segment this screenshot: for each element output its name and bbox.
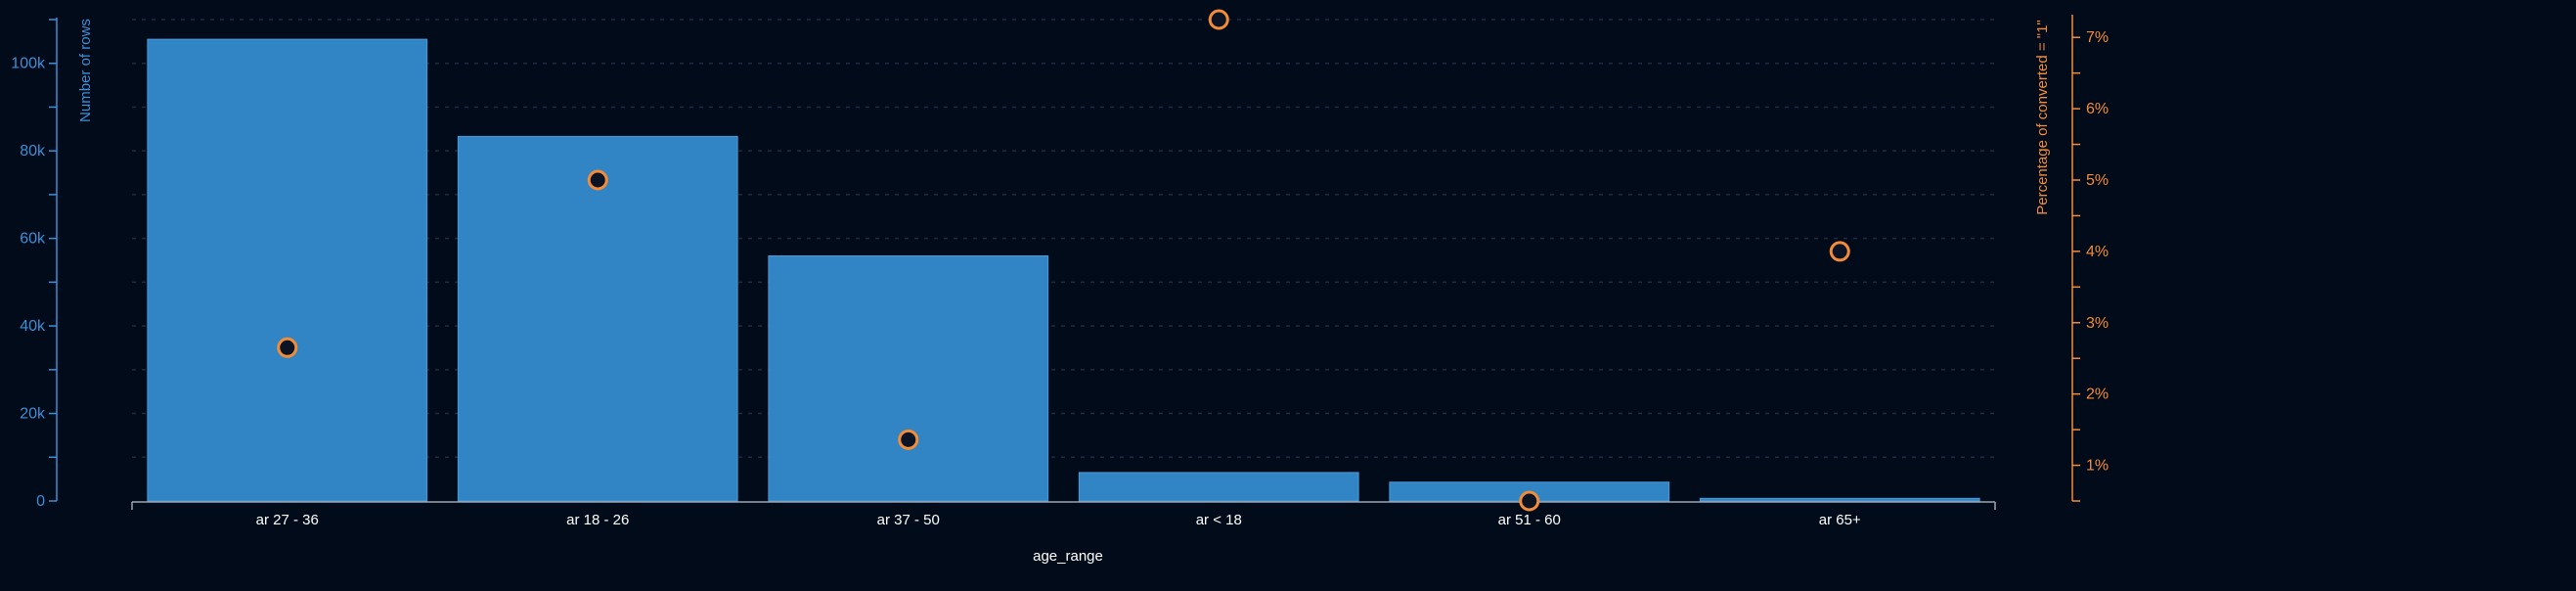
points [277,9,1850,512]
y2-tick-label: 3% [2086,315,2109,332]
x-tick-label: ar 51 - 60 [1498,512,1561,528]
x-tick-label: ar 37 - 50 [877,512,940,528]
right-y-axis: 1% 2% 3% 4% 5% 6% 7% [2071,15,2109,502]
y-tick-label: 0 [36,493,45,510]
y2-axis-title: Percentage of converted = "1" [2034,20,2051,215]
point-1[interactable] [277,337,298,358]
point-3[interactable] [898,429,919,450]
y2-tick-label: 7% [2086,29,2109,46]
y-axis-title: Number of rows [77,19,94,122]
y2-tick-label: 4% [2086,244,2109,260]
x-tick-label: ar 18 - 26 [566,512,629,528]
bar-6[interactable] [1699,497,1980,502]
bar-2[interactable] [457,135,738,502]
point-6[interactable] [1829,241,1850,262]
x-tick-label: ar < 18 [1196,512,1242,528]
grid-lines [132,19,1995,459]
point-5[interactable] [1519,490,1540,512]
bar-3[interactable] [768,255,1049,502]
y2-tick-label: 6% [2086,101,2109,117]
bars [147,38,1980,502]
y-tick-label: 20k [20,406,46,423]
x-axis-title: age_range [1033,548,1103,565]
bar-4[interactable] [1078,472,1359,502]
y2-tick-label: 2% [2086,386,2109,403]
left-y-axis: 0 20k 40k 60k 80k 100k [11,18,58,510]
point-2[interactable] [587,169,608,191]
x-axis: ar 27 - 36 ar 18 - 26 ar 37 - 50 ar < 18 ar … [131,501,1996,528]
y2-tick-label: 5% [2086,172,2109,189]
y-tick-label: 80k [20,143,46,159]
y2-tick-label: 1% [2086,458,2109,475]
bar-1[interactable] [147,38,428,502]
y-tick-label: 100k [11,56,46,72]
point-4[interactable] [1208,9,1229,30]
y-tick-label: 60k [20,231,46,248]
y-tick-label: 40k [20,318,46,335]
x-tick-label: ar 27 - 36 [256,512,319,528]
x-tick-label: ar 65+ [1819,512,1861,528]
